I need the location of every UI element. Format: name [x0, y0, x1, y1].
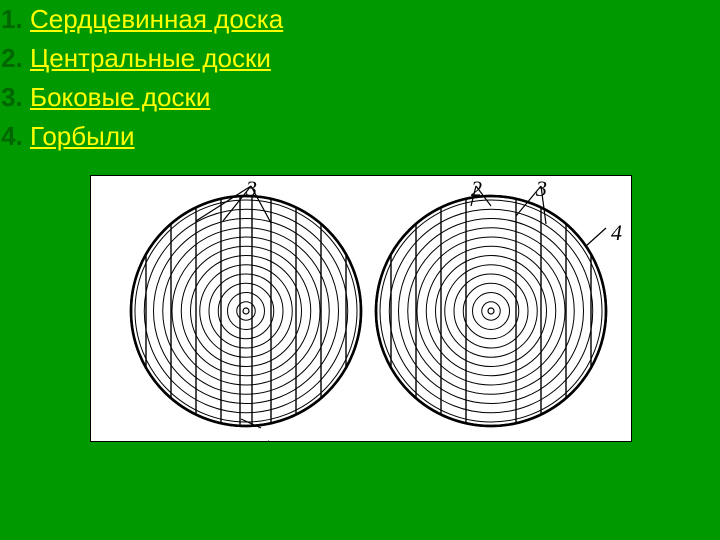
- legend-link-4[interactable]: Горбыли: [30, 121, 135, 151]
- legend-item-2: Центральные доски: [30, 39, 720, 78]
- legend-item-4: Горбыли: [30, 117, 720, 156]
- diagram-label-2: 2: [471, 176, 482, 201]
- diagram-container: 31234: [90, 175, 632, 442]
- log-cross-section-2: 2 3 4: [376, 176, 622, 426]
- legend-list: Сердцевинная доска Центральные доски Боков…: [0, 0, 720, 156]
- diagram-svg: 31234: [91, 176, 631, 441]
- legend-item-3: Боковые доски: [30, 78, 720, 117]
- diagram-label-3: 3: [535, 176, 547, 201]
- diagram-label-3: 3: [245, 176, 257, 201]
- slide: Сердцевинная доска Центральные доски Боков…: [0, 0, 720, 540]
- diagram-label-1: 1: [261, 435, 272, 441]
- diagram-label-4: 4: [611, 220, 622, 245]
- legend-link-3[interactable]: Боковые доски: [30, 82, 210, 112]
- legend-link-1[interactable]: Сердцевинная доска: [30, 4, 283, 34]
- log-cross-section-1: 31: [131, 176, 361, 441]
- legend-item-1: Сердцевинная доска: [30, 0, 720, 39]
- legend-link-2[interactable]: Центральные доски: [30, 43, 271, 73]
